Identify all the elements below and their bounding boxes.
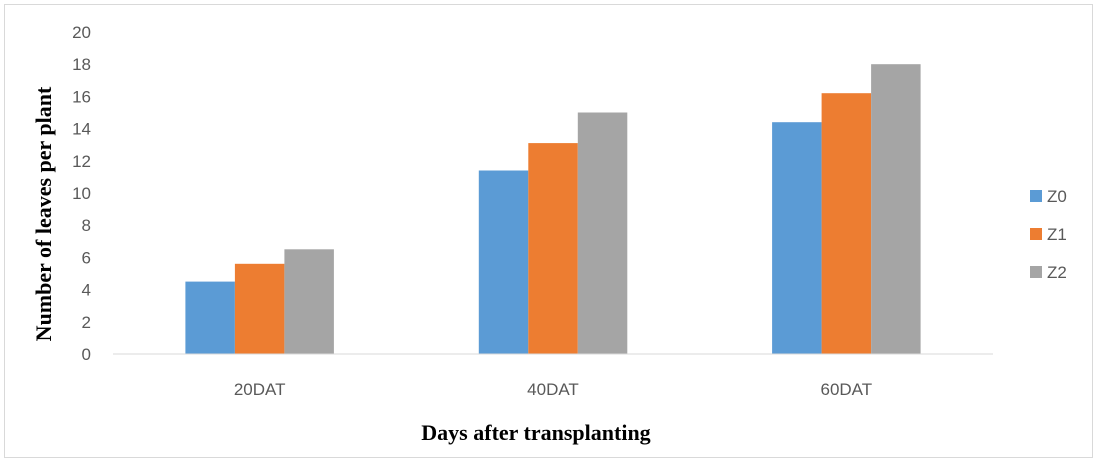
legend-label-z1: Z1 [1047, 225, 1067, 244]
y-tick-label: 8 [82, 216, 91, 235]
bars [185, 64, 921, 354]
legend-swatch-z1 [1030, 228, 1042, 240]
y-tick-label: 6 [82, 248, 91, 267]
y-tick-label: 10 [72, 184, 91, 203]
bar-z1-60dat [821, 93, 872, 354]
y-tick-label: 2 [82, 313, 91, 332]
y-axis-title: Number of leaves per plant [31, 86, 56, 341]
y-axis-ticks: 0 2 4 6 8 10 12 14 16 18 20 [72, 23, 91, 364]
bar-z1-20dat [234, 263, 285, 354]
legend-label-z2: Z2 [1047, 263, 1067, 282]
bar-z0-20dat [185, 281, 235, 354]
y-tick-label: 4 [82, 281, 91, 300]
bar-z0-60dat [772, 122, 822, 354]
y-tick-label: 14 [72, 120, 91, 139]
y-tick-label: 18 [72, 55, 91, 74]
x-axis-title: Days after transplanting [421, 420, 650, 445]
x-axis-ticks: 20DAT 40DAT 60DAT [234, 380, 872, 399]
bar-z2-60dat [871, 64, 921, 354]
x-tick-label: 40DAT [527, 380, 579, 399]
bar-z2-40dat [577, 112, 628, 354]
legend-label-z0: Z0 [1047, 187, 1067, 206]
legend: Z0 Z1 Z2 [1030, 187, 1067, 282]
legend-swatch-z0 [1030, 190, 1042, 202]
x-tick-label: 20DAT [234, 380, 286, 399]
y-tick-label: 0 [82, 345, 91, 364]
bar-z1-40dat [528, 143, 578, 354]
bar-z2-20dat [284, 249, 334, 354]
bar-z0-40dat [478, 170, 529, 354]
legend-swatch-z2 [1030, 266, 1042, 278]
y-tick-label: 20 [72, 23, 91, 42]
y-tick-label: 16 [72, 87, 91, 106]
x-tick-label: 60DAT [821, 380, 873, 399]
y-tick-label: 12 [72, 152, 91, 171]
